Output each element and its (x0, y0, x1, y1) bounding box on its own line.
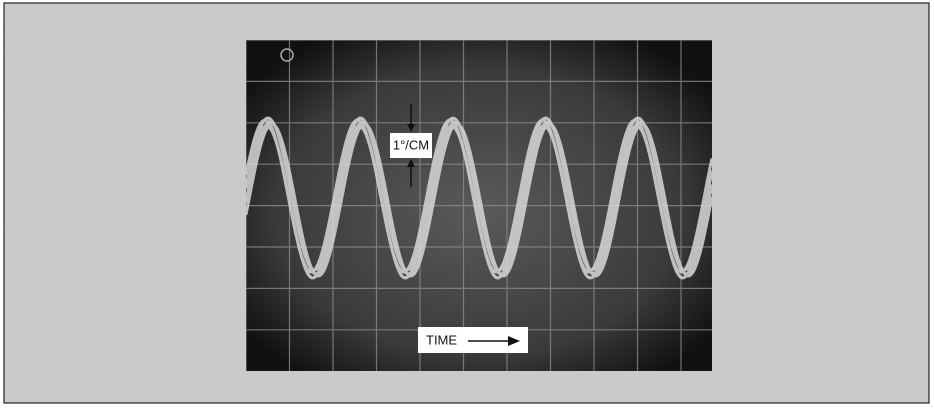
amplitude-label: 1°/CM (393, 137, 429, 152)
page: 1°/CM TIME (() => { const data = JSON.pa… (0, 0, 934, 409)
figure: 1°/CM TIME (0, 0, 934, 409)
time-label: TIME (426, 332, 457, 347)
scope-screen (246, 40, 712, 371)
